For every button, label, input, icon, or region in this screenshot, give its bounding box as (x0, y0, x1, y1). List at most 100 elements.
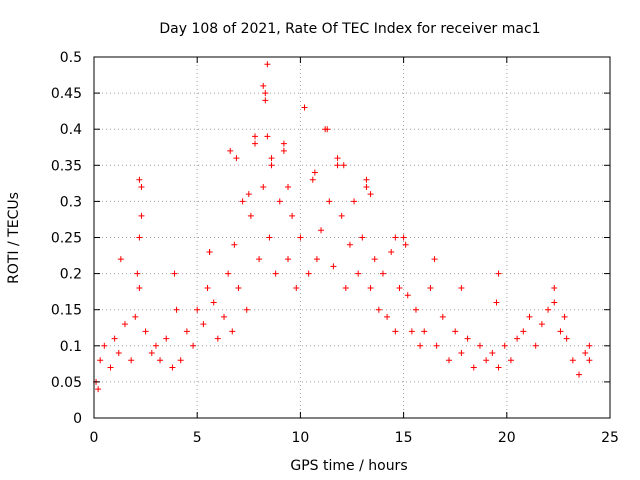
data-point (334, 162, 341, 169)
data-point (128, 357, 135, 364)
data-point (433, 342, 440, 349)
y-tick-label: 0.35 (51, 158, 82, 174)
y-tick-label: 0.1 (60, 339, 82, 355)
data-point (177, 357, 184, 364)
data-point (152, 342, 159, 349)
x-tick-labels: 0 5 10 15 20 25 (90, 430, 619, 446)
data-point (243, 306, 250, 313)
data-point (514, 335, 521, 342)
data-point (239, 198, 246, 205)
data-point (520, 328, 527, 335)
data-point (408, 328, 415, 335)
data-point (95, 386, 102, 393)
data-point (346, 241, 353, 248)
data-point (446, 357, 453, 364)
data-point (111, 335, 118, 342)
data-point (586, 357, 593, 364)
data-point (293, 285, 300, 292)
data-point (532, 342, 539, 349)
data-points (93, 61, 593, 393)
data-point (235, 285, 242, 292)
data-point (200, 321, 207, 328)
data-point (206, 248, 213, 255)
y-tick-labels: 0 0.05 0.1 0.15 0.2 0.25 0.3 0.35 0.4 0.45 0.5 (51, 50, 82, 427)
data-point (163, 335, 170, 342)
data-point (538, 321, 545, 328)
data-point (245, 191, 252, 198)
data-point (489, 350, 496, 357)
data-point (367, 191, 374, 198)
data-point (318, 227, 325, 234)
data-point (375, 306, 382, 313)
data-point (431, 256, 438, 263)
axis-ticks (93, 56, 611, 419)
data-point (392, 328, 399, 335)
x-axis-label: GPS time / hours (290, 458, 407, 474)
data-point (134, 270, 141, 277)
data-point (417, 342, 424, 349)
data-point (227, 147, 234, 154)
data-point (526, 313, 533, 320)
plot-frame (93, 56, 611, 419)
y-tick-label: 0.3 (60, 194, 82, 210)
data-point (326, 198, 333, 205)
data-point (121, 321, 128, 328)
data-point (476, 342, 483, 349)
data-point (260, 183, 267, 190)
data-point (338, 212, 345, 219)
data-point (183, 328, 190, 335)
x-tick-label: 10 (291, 430, 309, 446)
y-tick-label: 0.5 (60, 50, 82, 66)
data-point (190, 342, 197, 349)
data-point (264, 61, 271, 68)
data-point (132, 313, 139, 320)
data-point (311, 169, 318, 176)
data-point (388, 248, 395, 255)
data-point (221, 313, 228, 320)
data-point (138, 212, 145, 219)
data-point (107, 364, 114, 371)
data-point (268, 155, 275, 162)
data-point (251, 133, 258, 140)
data-point (157, 357, 164, 364)
data-point (231, 241, 238, 248)
data-point (439, 313, 446, 320)
data-point (169, 364, 176, 371)
data-point (204, 285, 211, 292)
data-point (101, 342, 108, 349)
data-point (363, 176, 370, 183)
data-point (367, 285, 374, 292)
data-point (551, 285, 558, 292)
data-point (301, 104, 308, 111)
data-point (402, 241, 409, 248)
data-point (400, 234, 407, 241)
data-point (495, 364, 502, 371)
data-point (340, 162, 347, 169)
data-point (421, 328, 428, 335)
data-point (214, 335, 221, 342)
data-point (582, 350, 589, 357)
y-tick-label: 0.2 (60, 267, 82, 283)
data-point (586, 342, 593, 349)
data-point (136, 285, 143, 292)
data-point (545, 306, 552, 313)
data-point (266, 234, 273, 241)
data-point (285, 256, 292, 263)
data-point (359, 234, 366, 241)
data-point (342, 285, 349, 292)
y-tick-label: 0.15 (51, 303, 82, 319)
data-point (280, 147, 287, 154)
data-point (309, 176, 316, 183)
x-tick-label: 15 (395, 430, 413, 446)
data-point (470, 364, 477, 371)
data-point (142, 328, 149, 335)
data-point (251, 140, 258, 147)
data-point (458, 285, 465, 292)
data-point (563, 335, 570, 342)
data-point (262, 90, 269, 97)
data-point (305, 270, 312, 277)
data-point (229, 328, 236, 335)
y-tick-label: 0.4 (60, 122, 82, 138)
data-point (225, 270, 232, 277)
